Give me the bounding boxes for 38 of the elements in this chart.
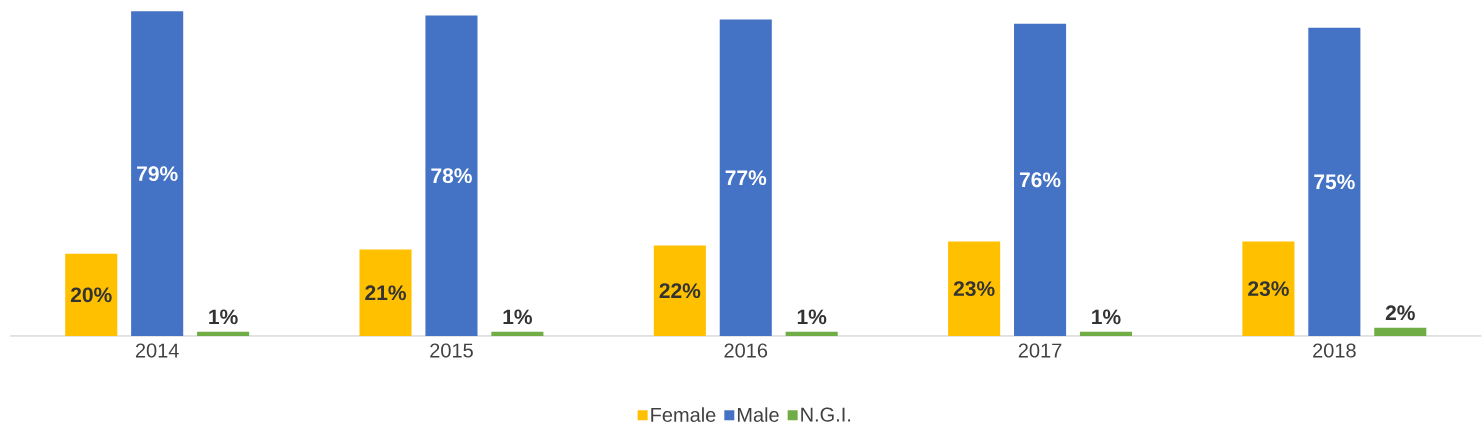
bar xyxy=(359,249,412,336)
bar xyxy=(65,253,118,336)
legend-label: Male xyxy=(737,407,779,423)
bar xyxy=(785,331,838,336)
data-label: 1% xyxy=(209,309,238,325)
data-label: 79% xyxy=(137,166,178,182)
data-label: 1% xyxy=(1092,309,1121,325)
data-label: 22% xyxy=(659,283,701,299)
bar xyxy=(197,331,250,336)
bar xyxy=(948,241,1001,336)
x-tick-label: 2016 xyxy=(724,343,768,358)
data-label: 23% xyxy=(1248,281,1289,297)
x-tick-label: 2017 xyxy=(1018,343,1062,358)
bar xyxy=(719,19,772,336)
bar xyxy=(1374,327,1427,336)
data-label: 77% xyxy=(725,170,767,186)
x-tick-label: 2018 xyxy=(1313,343,1356,358)
data-label: 75% xyxy=(1314,174,1355,190)
bar xyxy=(131,11,184,336)
x-tick-label: 2015 xyxy=(430,343,473,358)
data-label: 2% xyxy=(1385,305,1415,321)
bar xyxy=(1014,23,1067,336)
legend-label: N.G.I. xyxy=(801,407,851,422)
data-label: 78% xyxy=(431,168,472,184)
bar xyxy=(1308,27,1361,336)
data-label: 76% xyxy=(1019,172,1061,188)
data-label: 21% xyxy=(365,285,406,301)
x-tick-label: 2014 xyxy=(135,343,179,358)
data-label: 1% xyxy=(503,309,532,325)
legend-label: Female xyxy=(651,407,716,423)
bar xyxy=(491,331,544,336)
bar xyxy=(653,245,706,336)
data-label: 23% xyxy=(953,281,995,297)
bar xyxy=(425,15,478,336)
data-label: 1% xyxy=(797,309,827,325)
bar xyxy=(1079,331,1133,336)
data-label: 20% xyxy=(70,287,112,303)
bar xyxy=(1242,241,1295,336)
